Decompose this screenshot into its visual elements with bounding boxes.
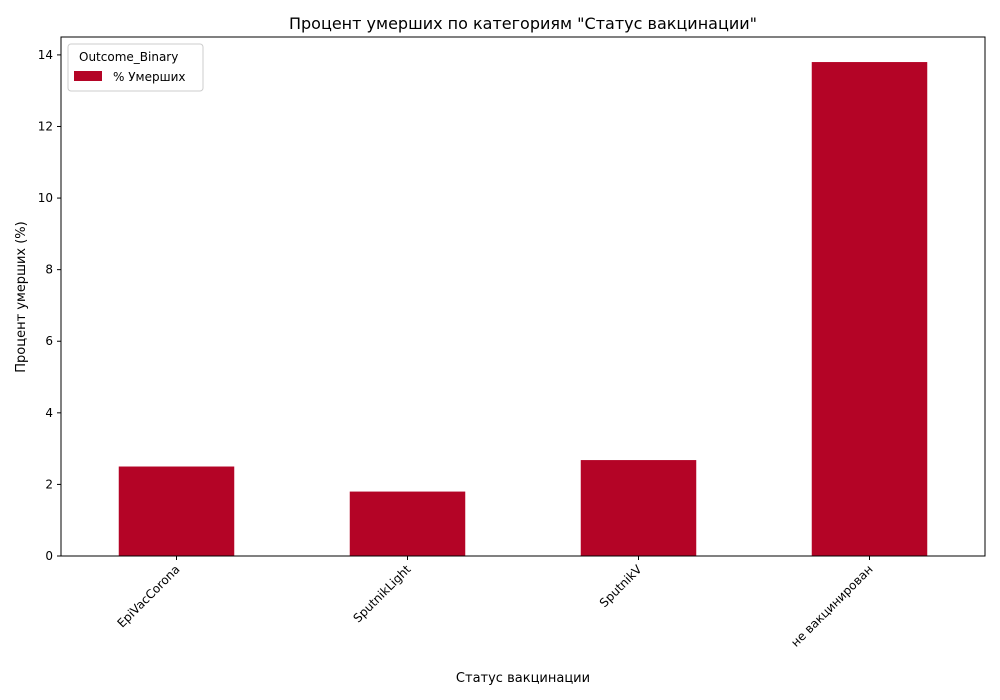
bar-3: [811, 62, 928, 556]
y-tick-label: 6: [45, 334, 53, 348]
legend: Outcome_Binary % Умерших: [67, 43, 204, 92]
plot-frame: [60, 36, 986, 557]
bar-1: [349, 491, 466, 556]
x-axis: EpiVacCorona SputnikLight SputnikV не вакци…: [114, 556, 876, 650]
y-tick-label: 4: [45, 406, 53, 420]
legend-swatch: [74, 71, 102, 81]
legend-entry: % Умерших: [113, 70, 185, 84]
chart-title: Процент умерших по категориям "Статус ва…: [289, 14, 757, 33]
y-tick-label: 14: [38, 48, 53, 62]
x-tick-label: SputnikLight: [350, 562, 413, 625]
y-tick-label: 2: [45, 477, 53, 491]
x-tick-label: не вакцинирован: [788, 562, 875, 649]
legend-title: Outcome_Binary: [79, 50, 178, 64]
bar-0: [118, 466, 235, 556]
y-tick-label: 12: [38, 119, 53, 133]
bars-group: [118, 62, 928, 556]
y-axis-label: Процент умерших (%): [14, 221, 29, 372]
x-tick-label: SputnikV: [597, 562, 645, 610]
y-tick-label: 8: [45, 263, 53, 277]
y-tick-label: 0: [45, 549, 53, 563]
x-tick-label: EpiVacCorona: [114, 562, 182, 630]
x-axis-label: Статус вакцинации: [456, 671, 590, 686]
y-tick-label: 10: [38, 191, 53, 205]
y-axis: 0 2 4 6 8 10 12 14: [38, 48, 61, 563]
bar-2: [580, 460, 697, 556]
